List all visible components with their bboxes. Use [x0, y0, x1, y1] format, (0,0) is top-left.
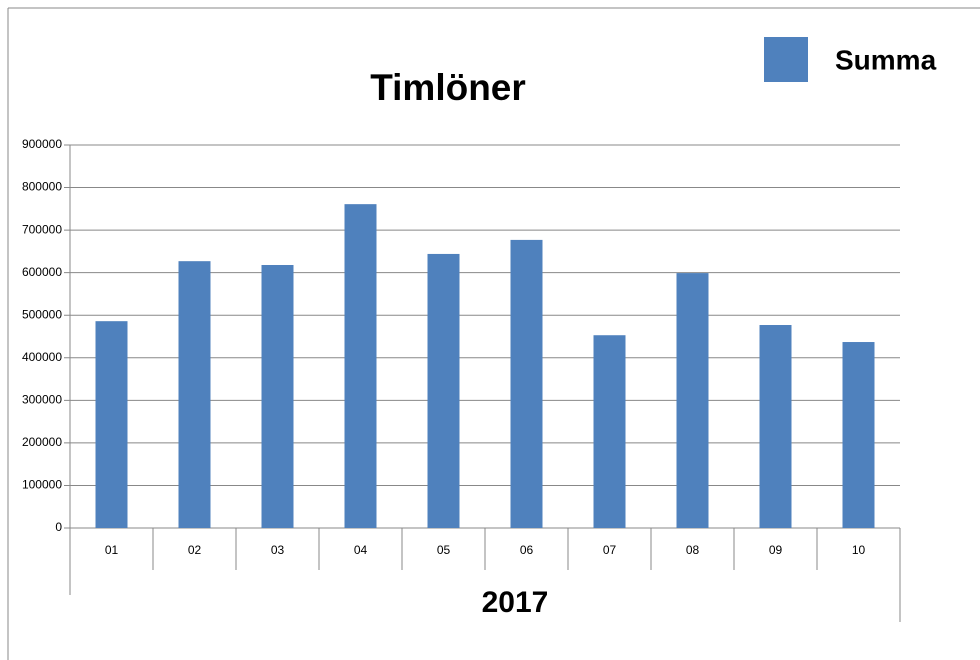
bar [261, 265, 294, 528]
y-tick-label: 700000 [22, 222, 62, 236]
y-tick-label: 800000 [22, 180, 62, 194]
x-tick-label: 04 [354, 543, 368, 557]
bar [842, 342, 875, 528]
x-tick-label: 03 [271, 543, 285, 557]
x-tick-label: 09 [769, 543, 783, 557]
bar [676, 273, 709, 528]
x-axis-label: 2017 [482, 586, 549, 619]
bar [178, 261, 211, 528]
y-tick-label: 0 [55, 520, 62, 534]
x-tick-label: 08 [686, 543, 700, 557]
y-tick-label: 900000 [22, 137, 62, 151]
y-tick-label: 400000 [22, 350, 62, 364]
y-tick-label: 600000 [22, 265, 62, 279]
x-tick-label: 06 [520, 543, 534, 557]
y-tick-label: 200000 [22, 435, 62, 449]
y-tick-label: 300000 [22, 393, 62, 407]
x-tick-label: 10 [852, 543, 866, 557]
bar [344, 204, 377, 528]
x-tick-label: 01 [105, 543, 119, 557]
bar [427, 253, 460, 529]
chart-title: Timlöner [370, 67, 526, 108]
bar [759, 325, 792, 528]
x-tick-label: 07 [603, 543, 617, 557]
y-tick-label: 100000 [22, 478, 62, 492]
y-tick-label: 500000 [22, 307, 62, 321]
bar [593, 335, 626, 528]
legend-label: Summa [835, 44, 937, 75]
bar [510, 239, 543, 528]
bar [95, 321, 128, 528]
legend-swatch [764, 37, 808, 82]
x-tick-label: 05 [437, 543, 451, 557]
x-tick-label: 02 [188, 543, 202, 557]
